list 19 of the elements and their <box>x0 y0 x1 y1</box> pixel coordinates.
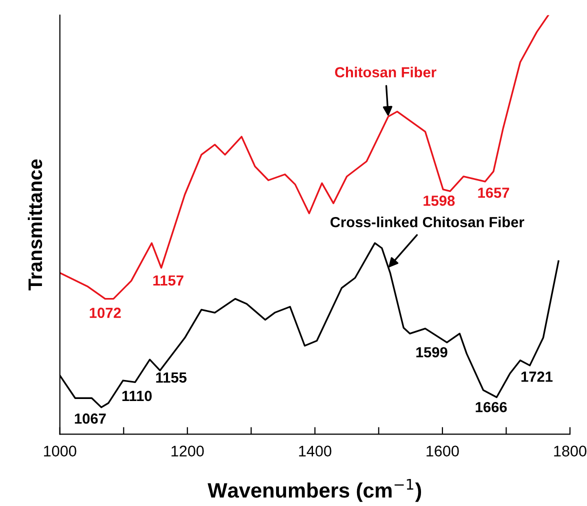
x-tick-label: 1400 <box>299 446 332 456</box>
annotation: 1666 <box>476 402 507 412</box>
annotation: 1657 <box>478 188 510 198</box>
annotation: 1599 <box>416 347 448 358</box>
annotation: 1155 <box>156 372 187 383</box>
x-tick-label: 1000 <box>44 446 76 456</box>
annotation: 1598 <box>424 196 455 206</box>
x-axis-title: Wavenumbers (cm$^{−1}$) <box>208 478 422 502</box>
annotation: 1721 <box>521 372 553 382</box>
annotation: Cross-linked Chitosan Fiber <box>330 216 524 228</box>
y-axis-title: Transmittance <box>28 159 42 290</box>
x-tick-label: 1200 <box>172 446 204 456</box>
annotation: 1110 <box>122 390 152 402</box>
annotation: 1067 <box>74 413 106 424</box>
x-tick-label: 1800 <box>554 446 586 456</box>
annotation: Chitosan Fiber <box>335 66 436 78</box>
x-tick-label: 1600 <box>426 446 459 456</box>
annotation: 1157 <box>153 275 184 286</box>
annotation: 1072 <box>90 308 121 318</box>
